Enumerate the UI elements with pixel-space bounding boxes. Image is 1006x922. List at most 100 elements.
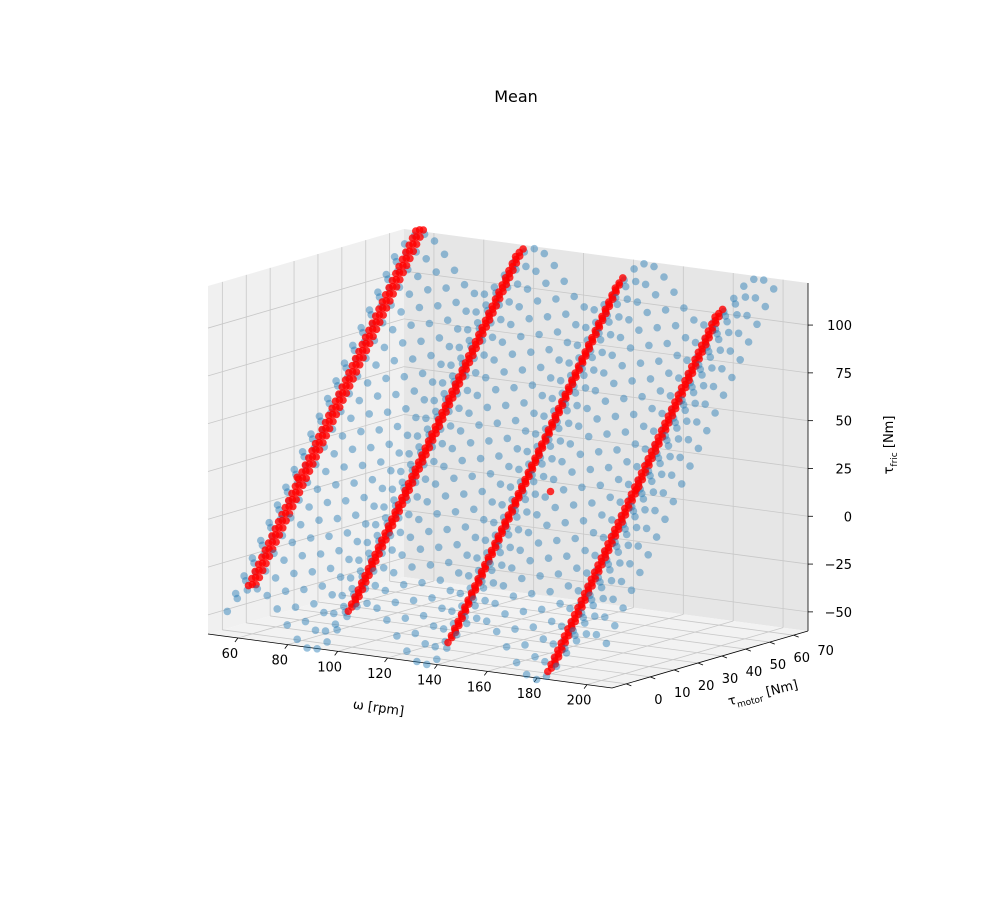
blue-data-point — [599, 533, 608, 542]
red-data-point — [335, 403, 344, 412]
blue-data-point — [433, 655, 441, 664]
red-data-point — [402, 493, 410, 502]
blue-data-point — [616, 559, 624, 567]
blue-data-point — [684, 435, 693, 444]
blue-data-point — [551, 503, 559, 512]
blue-data-point — [488, 333, 497, 342]
blue-data-point — [573, 401, 581, 410]
blue-data-point — [621, 525, 629, 533]
blue-data-point — [488, 498, 497, 506]
blue-data-point — [529, 477, 538, 486]
blue-data-point — [616, 498, 624, 507]
red-data-point — [548, 423, 557, 431]
blue-data-point — [523, 285, 532, 293]
blue-data-point — [298, 551, 307, 560]
blue-data-point — [609, 595, 617, 604]
z-tick-label: 50 — [835, 415, 852, 430]
blue-data-point — [514, 525, 523, 534]
blue-data-point — [496, 548, 505, 557]
blue-data-point — [724, 328, 733, 337]
red-data-point — [279, 524, 287, 532]
blue-data-point — [683, 417, 691, 426]
blue-data-point — [598, 511, 606, 519]
blue-data-point — [639, 495, 648, 503]
blue-data-point — [508, 564, 516, 572]
blue-data-point — [653, 323, 661, 332]
grid-line-z-back — [403, 366, 809, 422]
blue-data-point — [694, 444, 703, 453]
blue-data-point — [410, 387, 419, 395]
blue-data-point — [281, 587, 290, 595]
blue-data-point — [571, 389, 580, 397]
blue-data-point — [571, 534, 579, 543]
blue-data-point — [350, 479, 358, 487]
red-data-point — [508, 508, 517, 516]
blue-data-point — [556, 599, 564, 608]
blue-data-point — [589, 528, 598, 537]
blue-data-point — [686, 462, 694, 470]
blue-data-point — [549, 640, 558, 648]
red-data-point — [325, 424, 334, 433]
blue-data-point — [448, 444, 457, 453]
red-data-point — [698, 348, 707, 356]
red-data-point — [475, 579, 483, 587]
red-data-point — [342, 389, 351, 398]
blue-data-point — [419, 611, 428, 620]
blue-data-point — [627, 586, 636, 595]
blue-data-point — [589, 601, 597, 610]
red-data-point — [695, 355, 703, 363]
blue-data-point — [355, 556, 363, 564]
blue-data-point — [552, 662, 561, 671]
blue-data-point — [641, 280, 650, 289]
grid-line-z-left — [207, 509, 405, 568]
red-data-point — [459, 372, 467, 381]
red-data-point — [712, 319, 720, 328]
blue-data-point — [539, 472, 548, 481]
red-data-point — [469, 351, 477, 360]
blue-data-point — [631, 440, 640, 448]
blue-data-point — [346, 574, 355, 582]
red-data-point — [509, 266, 517, 275]
blue-data-point — [503, 434, 512, 443]
blue-data-point — [626, 344, 635, 352]
red-data-point — [519, 245, 527, 253]
red-data-point — [705, 333, 713, 342]
red-data-point — [651, 447, 660, 456]
red-data-point — [602, 309, 610, 318]
blue-data-point — [621, 282, 630, 291]
blue-data-point — [301, 617, 310, 626]
red-data-point — [418, 458, 427, 466]
blue-data-point — [520, 399, 528, 407]
red-data-point — [481, 564, 490, 573]
red-data-point — [715, 312, 723, 321]
blue-data-point — [273, 501, 282, 509]
blue-data-point — [365, 410, 374, 418]
blue-data-point — [418, 369, 427, 378]
blue-data-point — [450, 266, 459, 275]
x-tick-mark — [284, 644, 289, 649]
red-data-point — [478, 572, 487, 580]
red-data-point — [598, 560, 606, 569]
red-data-point — [449, 394, 457, 402]
blue-data-point — [547, 617, 556, 626]
blue-data-point — [323, 394, 332, 403]
red-data-point — [588, 582, 596, 590]
blue-data-point — [529, 623, 538, 631]
grid-line-y-floor — [341, 594, 746, 650]
blue-data-point — [615, 313, 623, 321]
red-data-point — [398, 500, 407, 509]
blue-data-point — [680, 304, 688, 312]
red-data-point — [502, 280, 511, 289]
blue-data-point — [628, 377, 636, 385]
blue-data-point — [415, 303, 424, 312]
blue-data-point — [506, 543, 514, 552]
blue-data-point — [282, 483, 290, 492]
blue-data-point — [303, 644, 311, 652]
blue-data-point — [603, 430, 611, 438]
blue-data-point — [650, 262, 658, 271]
blue-data-point — [696, 365, 705, 374]
blue-data-point — [405, 510, 413, 519]
blue-data-point — [566, 604, 574, 613]
blue-data-point — [570, 292, 578, 301]
blue-data-point — [440, 250, 449, 259]
